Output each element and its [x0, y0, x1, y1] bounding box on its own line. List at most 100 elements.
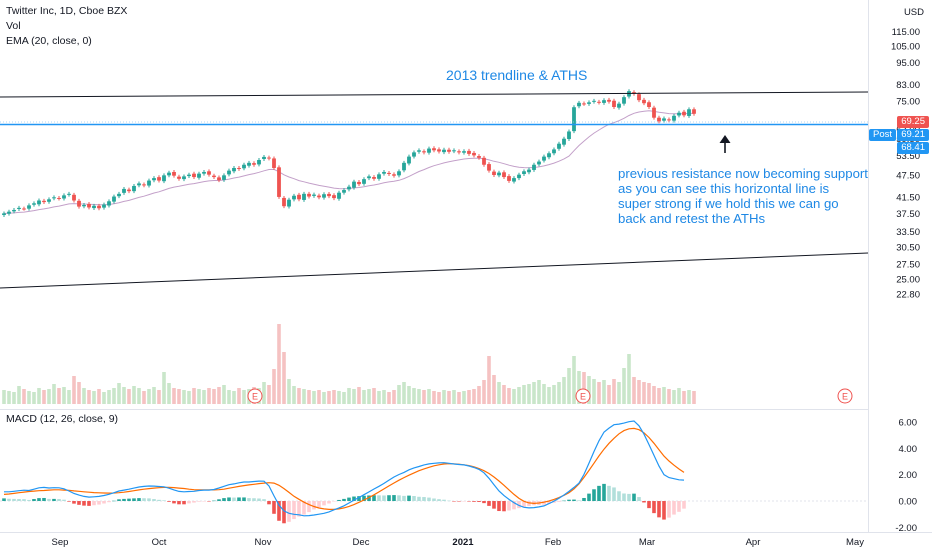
- volume-bar: [287, 379, 291, 404]
- candle-body: [522, 171, 526, 175]
- volume-bar: [407, 386, 411, 404]
- volume-bar: [132, 386, 136, 404]
- candle-body: [412, 152, 416, 157]
- candle-body: [607, 99, 611, 102]
- macd-histogram-bar: [522, 501, 526, 508]
- support-annotation[interactable]: previous resistance now becoming support…: [618, 166, 868, 226]
- candle-body: [57, 197, 61, 199]
- candle-body: [292, 195, 296, 200]
- volume-bar: [412, 388, 416, 404]
- candle-body: [572, 107, 576, 132]
- candle-body: [87, 203, 91, 208]
- candle-body: [317, 195, 321, 198]
- macd-histogram-bar: [627, 493, 631, 502]
- macd-histogram-bar: [622, 493, 626, 502]
- volume-bar: [122, 387, 126, 404]
- volume-bar: [652, 386, 656, 404]
- macd-histogram-bar: [342, 498, 346, 502]
- volume-bar: [152, 387, 156, 404]
- candle-body: [47, 199, 51, 202]
- volume-bar: [2, 390, 6, 404]
- volume-bar: [422, 390, 426, 404]
- candle-body: [597, 101, 601, 103]
- candle-body: [327, 193, 331, 197]
- volume-bar: [437, 392, 441, 404]
- volume-bar: [462, 391, 466, 404]
- candle-body: [362, 179, 366, 184]
- symbol-legend: Twitter Inc, 1D, Cboe BZX: [6, 5, 128, 17]
- candle-body: [27, 205, 31, 209]
- ema-line: [3, 110, 694, 214]
- candle-body: [92, 205, 96, 209]
- candle-body: [637, 94, 641, 101]
- candle-body: [132, 185, 136, 192]
- candle-body: [507, 176, 511, 181]
- macd-histogram-bar: [592, 489, 596, 502]
- macd-histogram-bar: [502, 501, 506, 512]
- volume-bar: [162, 372, 166, 404]
- candle-body: [32, 203, 36, 205]
- earnings-label: E: [842, 391, 848, 401]
- macd-histogram-bar: [372, 495, 376, 502]
- volume-bar: [672, 390, 676, 404]
- macd-histogram-bar: [612, 487, 616, 502]
- candle-body: [17, 207, 21, 209]
- volume-bar: [42, 390, 46, 404]
- volume-bar: [642, 382, 646, 404]
- macd-histogram-bar: [657, 501, 661, 518]
- volume-bar: [312, 391, 316, 404]
- volume-bar: [547, 387, 551, 404]
- currency-label: USD: [903, 7, 924, 18]
- macd-histogram-bar: [172, 501, 176, 504]
- volume-bar: [587, 376, 591, 404]
- macd-histogram-bar: [322, 501, 326, 506]
- price-tick-label: 47.50: [896, 171, 920, 182]
- time-tick-label: Feb: [545, 537, 561, 548]
- macd-histogram-bar: [257, 498, 261, 502]
- time-tick-label: Oct: [152, 537, 167, 548]
- volume-bar: [487, 356, 491, 404]
- macd-line: [4, 420, 685, 517]
- volume-bar: [572, 356, 576, 404]
- candle-body: [252, 163, 256, 165]
- macd-histogram-bar: [477, 501, 481, 502]
- volume-bar: [192, 388, 196, 404]
- annotation-line: super strong if we hold this we can go: [618, 196, 839, 211]
- macd-histogram-bar: [227, 497, 231, 502]
- macd-histogram-bar: [127, 498, 131, 502]
- candle-body: [342, 190, 346, 193]
- volume-bar: [322, 392, 326, 404]
- macd-histogram-bar: [17, 499, 21, 502]
- volume-bar: [362, 390, 366, 404]
- candle-body: [312, 194, 316, 196]
- candle-body: [262, 156, 266, 160]
- volume-bar: [532, 382, 536, 404]
- macd-histogram-bar: [97, 501, 101, 505]
- macd-histogram-bar: [632, 493, 636, 502]
- trendline-annotation[interactable]: 2013 trendline & ATHS: [446, 67, 588, 83]
- macd-tick-label: 0.00: [899, 497, 918, 508]
- volume-bar: [527, 384, 531, 404]
- volume-bar: [277, 324, 281, 404]
- candle-body: [397, 171, 401, 176]
- time-tick-label: Mar: [639, 537, 655, 548]
- volume-bar: [357, 387, 361, 404]
- volume-bar: [47, 389, 51, 404]
- macd-histogram-bar: [107, 501, 111, 503]
- macd-histogram-bar: [597, 485, 601, 502]
- volume-bar: [317, 390, 321, 404]
- macd-histogram-bar: [267, 501, 271, 505]
- volume-bar: [492, 375, 496, 404]
- macd-histogram-bar: [242, 497, 246, 502]
- price-tick-label: 83.00: [896, 80, 920, 91]
- macd-histogram-bar: [247, 498, 251, 502]
- volume-bar: [397, 385, 401, 404]
- macd-histogram-bar: [462, 501, 466, 502]
- volume-bar: [502, 385, 506, 404]
- macd-histogram-bar: [162, 500, 166, 502]
- macd-histogram-bar: [567, 499, 571, 502]
- volume-bar: [62, 387, 66, 404]
- volume-bar: [87, 390, 91, 404]
- volume-bar: [97, 389, 101, 404]
- macd-histogram-bar: [192, 501, 196, 503]
